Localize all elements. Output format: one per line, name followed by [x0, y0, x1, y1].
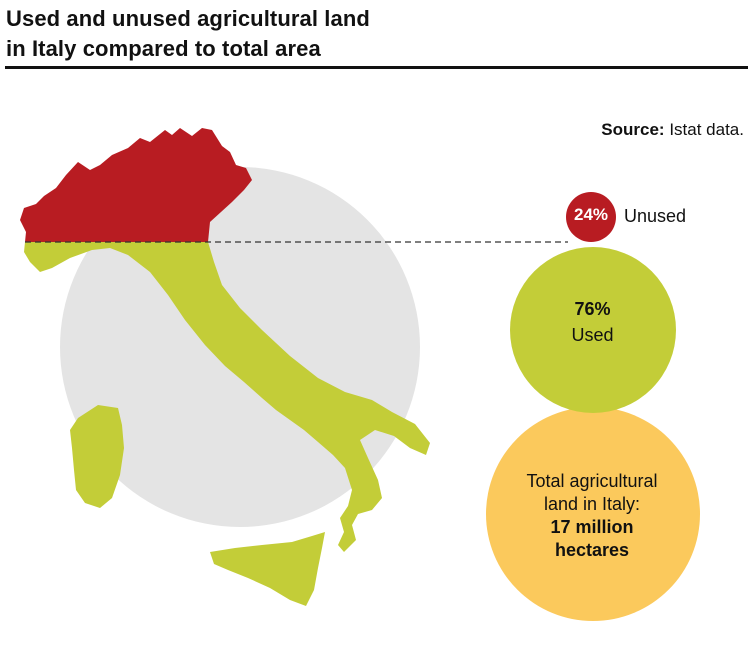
- map-sardinia: [70, 405, 124, 508]
- title-divider: [5, 66, 748, 69]
- source-note: Source: Istat data.: [601, 120, 744, 140]
- total-bubble-label: Total agricultural land in Italy: 17 mil…: [492, 470, 692, 562]
- title-line-2: in Italy compared to total area: [6, 36, 321, 61]
- used-bubble-label: 76% Used: [540, 296, 645, 348]
- unused-label: Unused: [624, 206, 687, 226]
- chart-title: Used and unused agricultural land in Ita…: [6, 4, 370, 64]
- title-line-1: Used and unused agricultural land: [6, 6, 370, 31]
- map-peninsula-used: [24, 242, 430, 552]
- source-text: Istat data.: [669, 120, 744, 139]
- total-label-line-1: Total agricultural: [526, 471, 658, 491]
- bubble-total: [486, 407, 700, 621]
- used-percent-label: 76%: [574, 299, 611, 319]
- total-value-line-2: hectares: [554, 540, 630, 560]
- map-sicily: [210, 532, 325, 606]
- italy-map: [20, 128, 430, 606]
- total-label-line-2: land in Italy:: [543, 494, 641, 514]
- bubble-unused: [566, 192, 616, 242]
- total-value-line-1: 17 million: [550, 517, 634, 537]
- source-label: Source:: [601, 120, 665, 139]
- unused-percent-label: 24%: [573, 205, 609, 224]
- used-label: Used: [571, 325, 614, 345]
- bubble-used: [510, 247, 676, 413]
- map-north-unused: [20, 128, 252, 242]
